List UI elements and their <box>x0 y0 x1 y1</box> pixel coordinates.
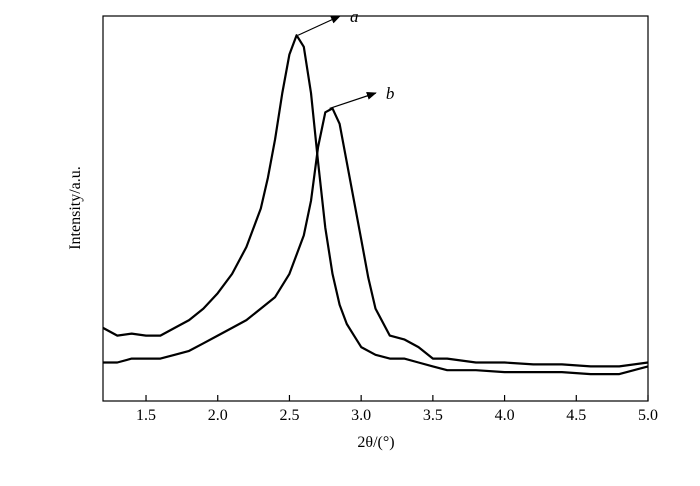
x-tick-label: 4.5 <box>566 407 586 424</box>
x-tick-label: 5.0 <box>638 407 658 424</box>
annotation-arrow-b <box>329 92 377 109</box>
annotation-label-b: b <box>386 84 395 103</box>
x-tick-label: 2.5 <box>279 407 299 424</box>
series-line-b <box>103 107 649 368</box>
x-axis-title: 2θ/(°) <box>357 434 394 451</box>
y-axis-title: Intensity/a.u. <box>67 166 84 250</box>
x-tick-label: 4.0 <box>495 407 515 424</box>
annotations: ab <box>297 7 395 109</box>
x-tick-label: 3.5 <box>423 407 443 424</box>
x-tick-label: 3.0 <box>351 407 371 424</box>
annotation-label-a: a <box>350 7 359 26</box>
x-tick-label: 1.5 <box>136 407 156 424</box>
series-line-a <box>102 34 649 376</box>
series-group <box>102 34 649 376</box>
x-tick-label: 2.0 <box>208 407 228 424</box>
annotation-arrow-a <box>297 15 341 36</box>
plot-frame <box>102 15 649 402</box>
x-axis-ticks: 1.5 2.0 2.5 3.0 3.5 4.0 4.5 5.0 <box>136 395 658 424</box>
